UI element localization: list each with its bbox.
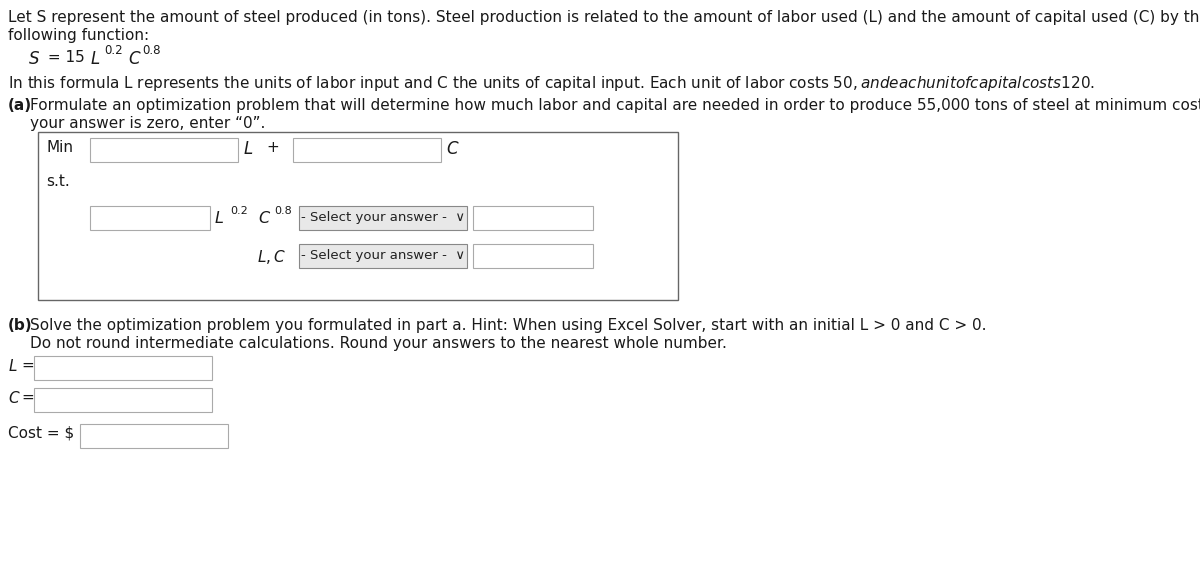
Text: (a): (a): [8, 98, 32, 113]
Text: Let S represent the amount of steel produced (in tons). Steel production is rela: Let S represent the amount of steel prod…: [8, 10, 1200, 25]
Text: 0.8: 0.8: [274, 206, 292, 216]
Text: $C$: $C$: [8, 390, 20, 406]
Text: Cost = $: Cost = $: [8, 426, 74, 441]
Text: following function:: following function:: [8, 28, 149, 43]
Text: $L$: $L$: [8, 358, 18, 374]
Text: $S$: $S$: [28, 50, 40, 68]
Text: Formulate an optimization problem that will determine how much labor and capital: Formulate an optimization problem that w…: [30, 98, 1200, 113]
Text: Min: Min: [46, 140, 73, 155]
Text: $C$: $C$: [446, 140, 460, 158]
Text: - Select your answer -  ∨: - Select your answer - ∨: [301, 249, 466, 263]
FancyBboxPatch shape: [80, 424, 228, 448]
Text: (b): (b): [8, 318, 32, 333]
Text: = 15: = 15: [43, 50, 90, 65]
Text: $C$: $C$: [258, 210, 271, 226]
Text: your answer is zero, enter “0”.: your answer is zero, enter “0”.: [30, 116, 265, 131]
Text: $L$: $L$: [242, 140, 253, 158]
FancyBboxPatch shape: [473, 206, 593, 230]
Text: +: +: [266, 140, 278, 155]
FancyBboxPatch shape: [90, 206, 210, 230]
FancyBboxPatch shape: [299, 244, 467, 268]
FancyBboxPatch shape: [473, 244, 593, 268]
Text: $C$: $C$: [128, 50, 142, 68]
FancyBboxPatch shape: [299, 206, 467, 230]
Text: Solve the optimization problem you formulated in part a. Hint: When using Excel : Solve the optimization problem you formu…: [30, 318, 986, 333]
Text: $L$: $L$: [214, 210, 224, 226]
FancyBboxPatch shape: [38, 132, 678, 300]
FancyBboxPatch shape: [90, 138, 238, 162]
Text: s.t.: s.t.: [46, 174, 70, 189]
FancyBboxPatch shape: [293, 138, 442, 162]
Text: $L, C$: $L, C$: [257, 248, 286, 266]
Text: 0.2: 0.2: [104, 44, 122, 57]
Text: =: =: [22, 358, 34, 373]
FancyBboxPatch shape: [34, 388, 212, 412]
Text: - Select your answer -  ∨: - Select your answer - ∨: [301, 212, 466, 224]
Text: 0.8: 0.8: [142, 44, 161, 57]
Text: 0.2: 0.2: [230, 206, 247, 216]
Text: =: =: [22, 390, 34, 405]
Text: Do not round intermediate calculations. Round your answers to the nearest whole : Do not round intermediate calculations. …: [30, 336, 727, 351]
Text: $L$: $L$: [90, 50, 101, 68]
Text: In this formula L represents the units of labor input and C the units of capital: In this formula L represents the units o…: [8, 74, 1096, 93]
FancyBboxPatch shape: [34, 356, 212, 380]
